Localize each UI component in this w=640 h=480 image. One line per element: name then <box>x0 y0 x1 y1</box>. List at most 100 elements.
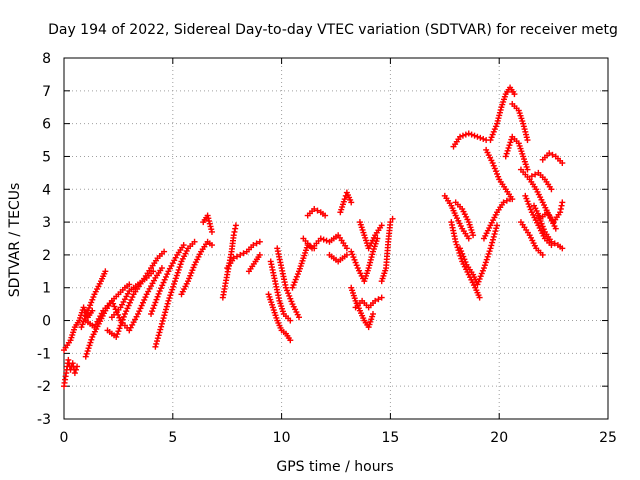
data-point <box>485 250 492 257</box>
data-point <box>509 196 516 203</box>
data-point <box>154 338 161 345</box>
data-point <box>503 197 510 204</box>
data-point <box>474 133 481 140</box>
data-point <box>153 296 160 303</box>
data-point <box>500 199 507 206</box>
x-axis-label: GPS time / hours <box>276 459 393 475</box>
data-point <box>137 305 144 312</box>
data-point <box>491 126 498 133</box>
data-point <box>83 350 90 357</box>
data-point <box>88 336 95 343</box>
data-point <box>162 273 169 280</box>
data-point <box>489 239 496 246</box>
data-point <box>294 271 301 278</box>
data-point <box>169 286 176 293</box>
data-point <box>474 281 481 288</box>
data-point <box>549 151 556 158</box>
data-point <box>159 317 166 324</box>
data-point <box>457 133 464 140</box>
data-point <box>523 134 530 141</box>
data-point <box>284 287 291 294</box>
data-point <box>205 215 212 222</box>
data-point <box>285 290 292 297</box>
data-point <box>110 300 117 307</box>
y-tick-label: 4 <box>42 182 51 198</box>
data-point <box>559 245 566 252</box>
data-point <box>78 324 85 331</box>
data-point <box>159 282 166 289</box>
data-point <box>121 310 128 317</box>
data-point <box>341 196 348 203</box>
data-point <box>489 236 496 243</box>
data-point <box>149 308 156 315</box>
data-point <box>160 279 167 286</box>
data-point <box>503 150 510 157</box>
data-point <box>540 226 547 233</box>
data-point <box>256 251 263 258</box>
data-point <box>172 275 179 282</box>
data-point <box>156 329 163 336</box>
data-point <box>506 142 513 149</box>
data-point <box>484 253 491 260</box>
x-tick-label: 20 <box>490 430 508 446</box>
data-point <box>158 323 165 330</box>
data-point <box>317 235 324 242</box>
x-tick-label: 5 <box>168 430 177 446</box>
data-point <box>539 223 546 230</box>
data-point <box>495 115 502 122</box>
data-point <box>524 137 531 144</box>
x-tick-label: 25 <box>599 430 617 446</box>
plot-frame <box>63 57 609 420</box>
data-point <box>160 315 167 322</box>
data-point <box>524 198 531 205</box>
data-point <box>287 337 294 344</box>
data-point <box>348 199 355 206</box>
axis-ticks: 0 5 10 15 20 25 -3 -2 -1 0 1 2 3 4 5 6 7 8 <box>37 51 617 446</box>
data-point <box>230 255 237 262</box>
data-point <box>476 275 483 282</box>
data-point <box>74 363 81 370</box>
data-point <box>69 360 76 367</box>
data-point <box>353 262 360 269</box>
data-marks <box>61 84 566 390</box>
data-point <box>367 256 374 263</box>
y-axis-label: SDTVAR / TECUs <box>7 183 23 298</box>
data-point <box>164 271 171 278</box>
data-point <box>65 356 72 363</box>
data-point <box>487 137 494 144</box>
data-point <box>157 285 164 292</box>
data-point <box>253 240 260 247</box>
chart-title: Day 194 of 2022, Sidereal Day-to-day VTE… <box>48 22 618 38</box>
data-point <box>366 262 373 269</box>
data-point <box>164 300 171 307</box>
data-point <box>171 278 178 285</box>
data-point <box>460 253 467 260</box>
data-point <box>526 203 533 210</box>
data-point <box>152 299 159 306</box>
data-point <box>522 128 529 135</box>
data-point <box>153 340 160 347</box>
data-point <box>490 162 497 169</box>
data-point <box>372 297 379 304</box>
x-tick-label: 0 <box>60 430 69 446</box>
data-point <box>492 228 499 235</box>
data-point <box>504 147 511 154</box>
data-point <box>528 173 535 180</box>
data-point <box>491 165 498 172</box>
data-point <box>115 328 122 335</box>
data-point <box>548 238 555 245</box>
data-point <box>290 281 297 288</box>
data-point <box>378 294 385 301</box>
data-point <box>141 296 148 303</box>
data-point <box>369 251 376 258</box>
data-point <box>527 206 534 213</box>
y-tick-label: 6 <box>42 117 51 133</box>
data-point <box>322 212 329 219</box>
data-point <box>465 235 472 242</box>
data-point <box>87 302 94 309</box>
data-point <box>161 276 168 283</box>
data-point <box>166 295 173 302</box>
data-point <box>488 134 495 141</box>
data-point <box>462 131 469 138</box>
data-point <box>142 294 149 301</box>
